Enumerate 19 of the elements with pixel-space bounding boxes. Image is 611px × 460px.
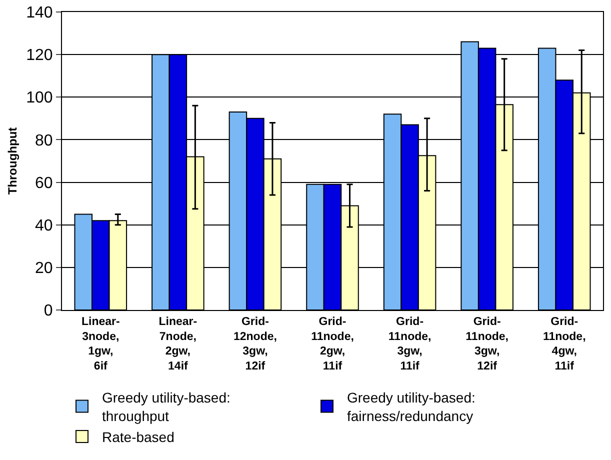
y-axis-title: Throughput [5, 127, 20, 195]
y-tick-label: 20 [35, 260, 53, 278]
x-tick-label: Grid-11node, 3gw, 11if [388, 316, 432, 373]
x-tick-label: Linear-7node, 2gw, 14if [158, 316, 198, 373]
y-tick-label: 100 [26, 90, 53, 107]
y-tick-label: 120 [26, 47, 53, 64]
y-tick-label: 40 [35, 217, 53, 234]
legend-label: Greedy utility-based: fairness/redundancy [347, 390, 476, 424]
x-tick-label: Grid-11node, 4gw, 11if [542, 316, 586, 373]
legend-label: Rate-based [102, 428, 174, 445]
y-tick-label: 60 [35, 174, 53, 192]
y-tick-label: 0 [44, 302, 53, 320]
x-tick-label: Grid-11node, 3gw, 12if [466, 316, 508, 373]
x-tick-label: Linear-3node, 1gw, 6if [81, 316, 120, 373]
x-tick-label: Grid-12node, 3gw, 12if [233, 316, 277, 373]
legend-label: Greedy utility-based: throughput [102, 390, 230, 424]
y-tick-label: 80 [35, 132, 53, 150]
y-tick-label: 140 [26, 4, 53, 22]
x-tick-label: Grid-11node, 2gw, 11if [311, 316, 354, 373]
